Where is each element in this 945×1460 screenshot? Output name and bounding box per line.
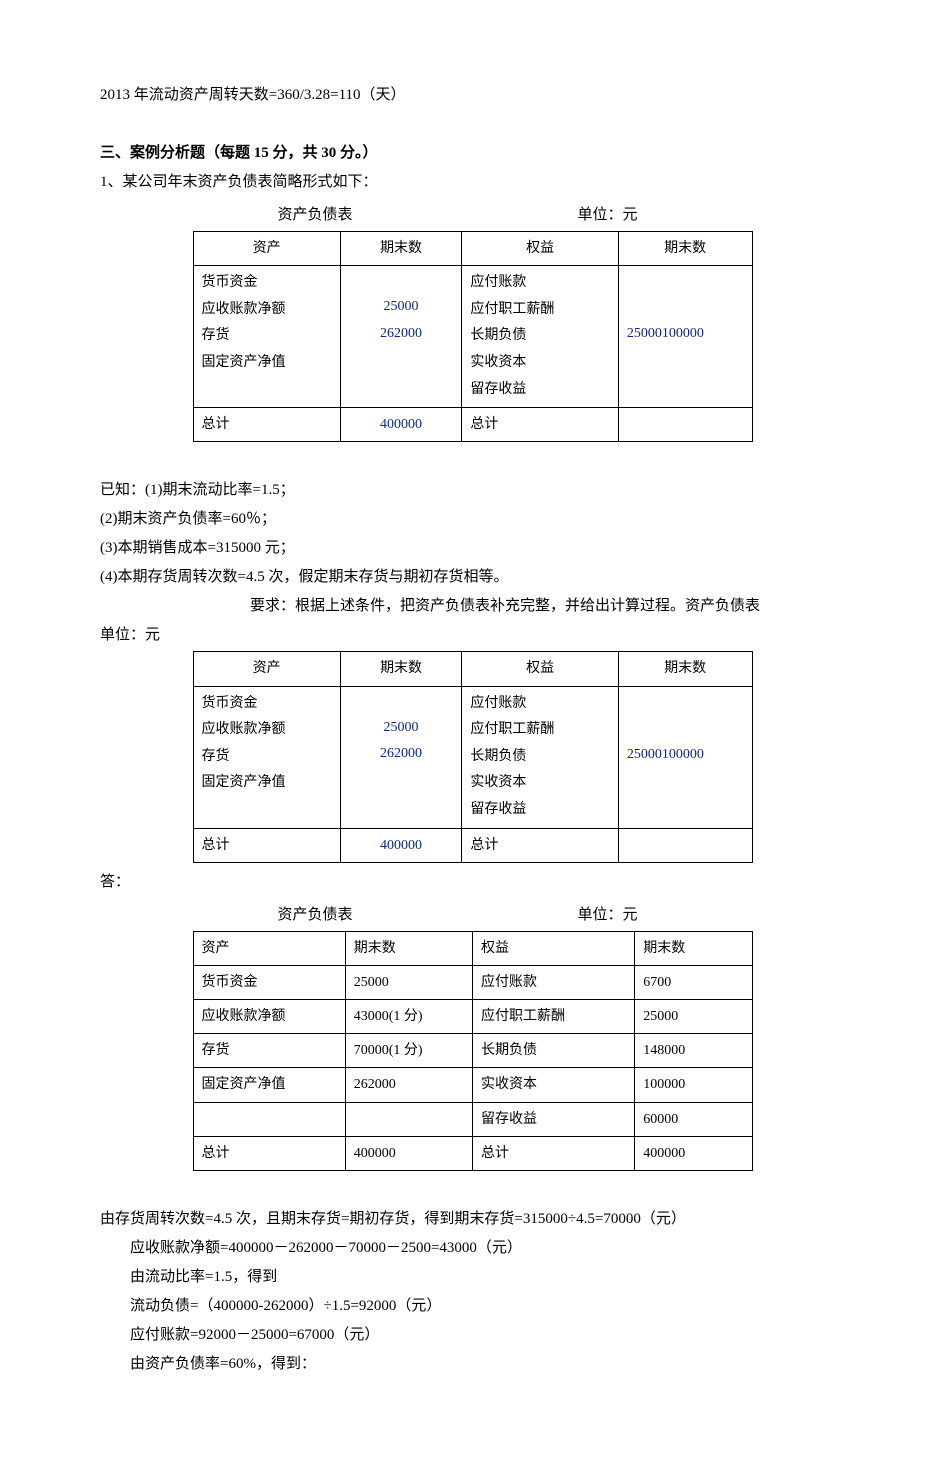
cell: 6700: [635, 965, 752, 999]
table3-title: 资产负债表: [278, 902, 398, 929]
cell: 总计: [472, 1136, 634, 1170]
known-4: (4)本期存货周转次数=4.5 次，假定期末存货与期初存货相等。: [100, 564, 845, 591]
cell: 货币资金: [193, 965, 345, 999]
cell: 存货: [193, 1034, 345, 1068]
known-2: (2)期末资产负债率=60％；: [100, 506, 845, 533]
table1-unit: 单位：元: [578, 202, 668, 229]
calc-4: 流动负债=（400000-262000）÷1.5=92000（元）: [100, 1293, 845, 1320]
th-end1: 期末数: [340, 232, 462, 266]
table1-caption: 资产负债表 单位：元: [100, 202, 845, 229]
calc-5: 应付账款=92000－25000=67000（元）: [100, 1322, 845, 1349]
total-num2: [618, 828, 752, 862]
assets-list: 货币资金 应收账款净额 存货 固定资产净值: [193, 266, 340, 408]
th-end2: 期末数: [635, 931, 752, 965]
assets-list: 货币资金 应收账款净额 存货 固定资产净值: [193, 686, 340, 828]
liab-num: 25000100000: [618, 686, 752, 828]
total-num1: 400000: [340, 828, 462, 862]
question-1: 1、某公司年末资产负债表简略形式如下：: [100, 169, 845, 196]
table-row: 总计 400000 总计: [193, 828, 752, 862]
calc-3: 由流动比率=1.5，得到: [100, 1264, 845, 1291]
th-equity: 权益: [462, 232, 618, 266]
total-label2: 总计: [462, 828, 618, 862]
th-equity: 权益: [472, 931, 634, 965]
th-asset: 资产: [193, 931, 345, 965]
total-num1: 400000: [340, 408, 462, 442]
table-row: 资产 期末数 权益 期末数: [193, 931, 752, 965]
table-row: 总计 400000 总计 400000: [193, 1136, 752, 1170]
unit-line: 单位：元: [100, 622, 845, 649]
table2-balance-sheet: 资产 期末数 权益 期末数 货币资金 应收账款净额 存货 固定资产净值 2500…: [193, 651, 753, 862]
table-row: 留存收益 60000: [193, 1102, 752, 1136]
liab-num: 25000100000: [618, 266, 752, 408]
calc-1: 由存货周转次数=4.5 次，且期末存货=期初存货，得到期末存货=315000÷4…: [100, 1206, 845, 1233]
cell: 25000: [635, 1000, 752, 1034]
table-row: 货币资金 应收账款净额 存货 固定资产净值 25000 262000 应付账款 …: [193, 266, 752, 408]
cell: 留存收益: [472, 1102, 634, 1136]
cell: 70000(1 分): [345, 1034, 472, 1068]
known-1: 已知：(1)期末流动比率=1.5；: [100, 477, 845, 504]
requirement: 要求：根据上述条件，把资产负债表补充完整，并给出计算过程。资产负债表: [100, 593, 845, 620]
table1-balance-sheet: 资产 期末数 权益 期末数 货币资金 应收账款净额 存货 固定资产净值 2500…: [193, 231, 753, 442]
table-row: 固定资产净值 262000 实收资本 100000: [193, 1068, 752, 1102]
liab-list: 应付账款 应付职工薪酬 长期负债 实收资本 留存收益: [462, 266, 618, 408]
table-row: 货币资金 25000 应付账款 6700: [193, 965, 752, 999]
answer-label: 答：: [100, 869, 845, 896]
cell: 长期负债: [472, 1034, 634, 1068]
table-row: 货币资金 应收账款净额 存货 固定资产净值 25000 262000 应付账款 …: [193, 686, 752, 828]
th-asset: 资产: [193, 652, 340, 686]
cell: [193, 1102, 345, 1136]
th-end2: 期末数: [618, 232, 752, 266]
cell: 应付账款: [472, 965, 634, 999]
table-row: 资产 期末数 权益 期末数: [193, 232, 752, 266]
known-3: (3)本期销售成本=315000 元；: [100, 535, 845, 562]
cell: 400000: [635, 1136, 752, 1170]
calc-2: 应收账款净额=400000－262000－70000－2500=43000（元）: [100, 1235, 845, 1262]
table-row: 应收账款净额 43000(1 分) 应付职工薪酬 25000: [193, 1000, 752, 1034]
total-label2: 总计: [462, 408, 618, 442]
cell: [345, 1102, 472, 1136]
cell: 100000: [635, 1068, 752, 1102]
total-label1: 总计: [193, 408, 340, 442]
cell: 400000: [345, 1136, 472, 1170]
table1-title: 资产负债表: [278, 202, 398, 229]
th-end2: 期末数: [618, 652, 752, 686]
cell: 总计: [193, 1136, 345, 1170]
requirement-text: 要求：根据上述条件，把资产负债表补充完整，并给出计算过程。资产负债表: [250, 598, 760, 614]
cell: 应付职工薪酬: [472, 1000, 634, 1034]
cell: 25000: [345, 965, 472, 999]
table-row: 资产 期末数 权益 期末数: [193, 652, 752, 686]
cell: 固定资产净值: [193, 1068, 345, 1102]
total-num2: [618, 408, 752, 442]
cell: 60000: [635, 1102, 752, 1136]
th-end1: 期末数: [340, 652, 462, 686]
table-row: 总计 400000 总计: [193, 408, 752, 442]
section-heading: 三、案例分析题（每题 15 分，共 30 分。）: [100, 140, 845, 167]
th-end1: 期末数: [345, 931, 472, 965]
table3-caption: 资产负债表 单位：元: [100, 902, 845, 929]
cell: 43000(1 分): [345, 1000, 472, 1034]
asset-nums: 25000 262000: [340, 266, 462, 408]
liab-list: 应付账款 应付职工薪酬 长期负债 实收资本 留存收益: [462, 686, 618, 828]
cell: 262000: [345, 1068, 472, 1102]
cell: 应收账款净额: [193, 1000, 345, 1034]
asset-nums: 25000 262000: [340, 686, 462, 828]
line-turnover: 2013 年流动资产周转天数=360/3.28=110（天）: [100, 82, 845, 109]
total-label1: 总计: [193, 828, 340, 862]
cell: 148000: [635, 1034, 752, 1068]
table3-answer: 资产 期末数 权益 期末数 货币资金 25000 应付账款 6700 应收账款净…: [193, 931, 753, 1171]
calc-6: 由资产负债率=60%，得到：: [100, 1351, 845, 1378]
table3-unit: 单位：元: [578, 902, 668, 929]
table-row: 存货 70000(1 分) 长期负债 148000: [193, 1034, 752, 1068]
th-equity: 权益: [462, 652, 618, 686]
cell: 实收资本: [472, 1068, 634, 1102]
th-asset: 资产: [193, 232, 340, 266]
